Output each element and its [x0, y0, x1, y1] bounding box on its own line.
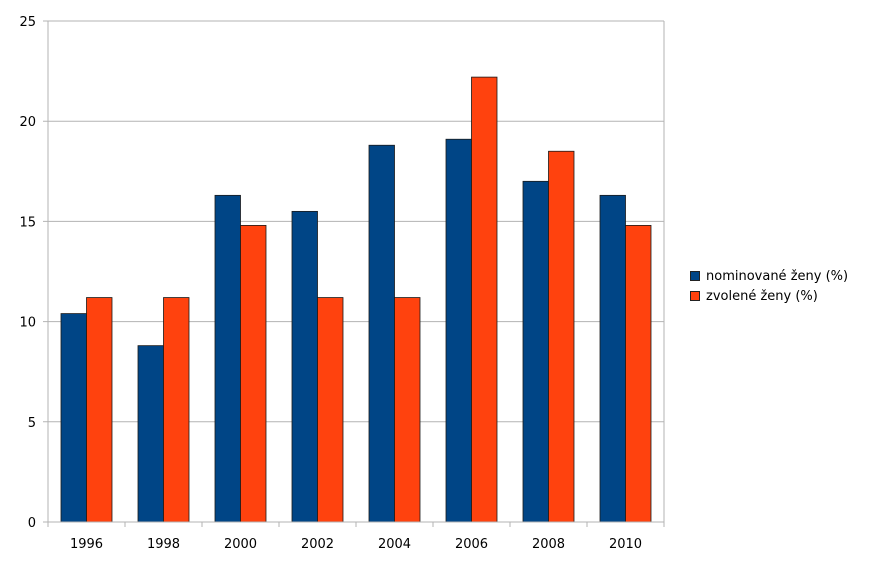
- legend-label-nominated: nominované ženy (%): [706, 268, 849, 284]
- x-axis-ticks: 1996 1998 2000 2002 2004 2006 2008 2010: [70, 537, 642, 552]
- bar-elected-2000: [240, 225, 267, 523]
- x-tick-label: 1998: [147, 537, 180, 552]
- y-tick-label: 0: [28, 516, 36, 531]
- legend-label-elected: zvolené ženy (%): [706, 288, 818, 304]
- x-tick-label: 2006: [455, 537, 488, 552]
- y-tick-label: 20: [19, 115, 36, 130]
- bar-nominated-2008: [522, 180, 549, 523]
- x-tick-label: 2010: [609, 537, 642, 552]
- legend-item-nominated: nominované ženy (%): [690, 266, 848, 286]
- y-tick-label: 15: [19, 215, 36, 230]
- legend-item-elected: zvolené ženy (%): [690, 286, 848, 306]
- y-tick-label: 5: [28, 416, 36, 431]
- bar-nominated-1996: [60, 313, 87, 523]
- bar-elected-1996: [86, 297, 113, 523]
- bar-elected-1998: [163, 297, 190, 523]
- bar-elected-2002: [317, 297, 344, 523]
- y-tick-label: 25: [19, 15, 36, 30]
- bar-elected-2010: [625, 225, 652, 523]
- bar-nominated-2000: [214, 194, 241, 523]
- y-axis-ticks: 0 5 10 15 20 25: [19, 15, 36, 531]
- x-tick-label: 2000: [224, 537, 257, 552]
- bars: [60, 76, 652, 523]
- x-tick-label: 2002: [301, 537, 334, 552]
- x-tick-label: 2008: [532, 537, 565, 552]
- axes: [47, 21, 665, 527]
- bar-nominated-1998: [137, 345, 164, 523]
- x-tick-label: 1996: [70, 537, 103, 552]
- y-tick-label: 10: [19, 316, 36, 331]
- bar-elected-2004: [394, 297, 421, 523]
- x-tick-label: 2004: [378, 537, 411, 552]
- legend-swatch-elected: [690, 291, 700, 301]
- bar-elected-2006: [471, 76, 498, 523]
- bar-elected-2008: [548, 150, 575, 523]
- bar-nominated-2006: [445, 138, 472, 523]
- legend: nominované ženy (%) zvolené ženy (%): [690, 266, 848, 306]
- bar-nominated-2010: [599, 194, 626, 523]
- legend-swatch-nominated: [690, 271, 700, 281]
- bar-nominated-2002: [291, 210, 318, 523]
- bar-nominated-2004: [368, 144, 395, 523]
